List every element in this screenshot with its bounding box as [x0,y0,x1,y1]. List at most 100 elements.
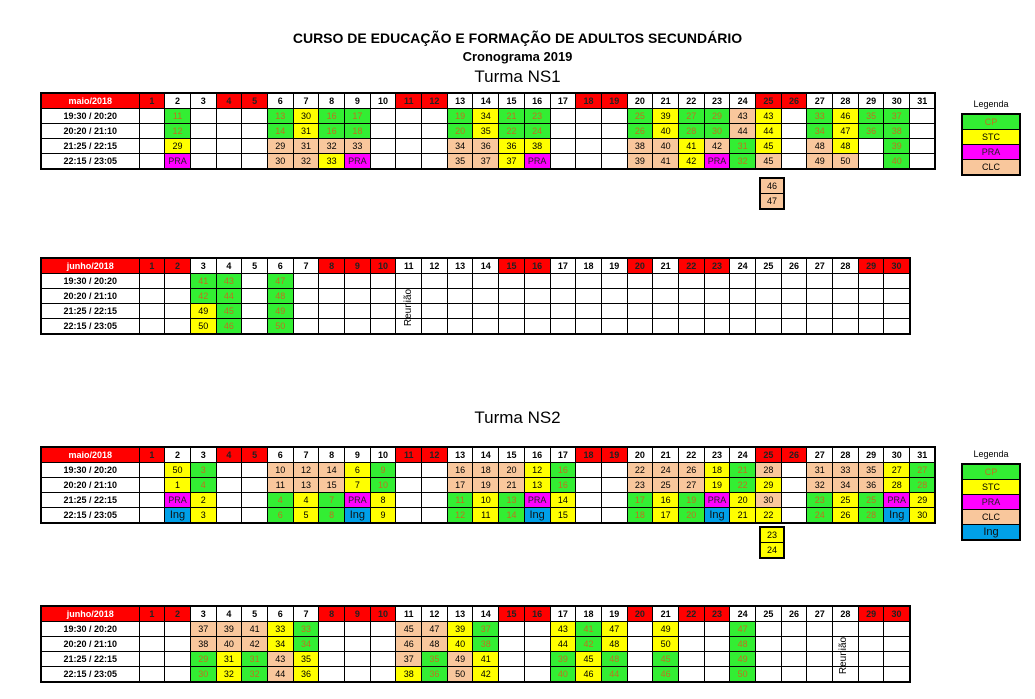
day-header: 3 [189,446,217,463]
schedule-cell: 42 [472,666,500,683]
schedule-cell: PRA [703,492,731,508]
schedule-cell [806,636,834,652]
schedule-cell [241,108,268,124]
legend-item: STC [961,479,1021,495]
table-row: 21:25 / 22:15 29 31 31 43 35 37 35 49 41 39 45 48 45 4… [40,651,911,667]
schedule-cell [292,303,320,319]
schedule-cell: 30 [755,492,782,508]
schedule-cell [138,492,166,508]
schedule-cell [344,621,371,637]
schedule-cell: 10 [472,492,500,508]
day-header: 1 [138,257,166,274]
schedule-cell [498,666,525,683]
schedule-cell [498,621,525,637]
schedule-cell [241,123,268,139]
schedule-cell: 28 [909,477,936,493]
schedule-cell: 46 [575,666,602,683]
schedule-cell [806,651,834,667]
schedule-cell [189,138,217,154]
schedule-cell [138,477,166,493]
schedule-cell: 13 [498,492,525,508]
day-header: 11 [395,446,423,463]
schedule-cell [318,666,345,683]
schedule-cell: 1 [164,477,191,493]
schedule-cell [600,303,628,319]
day-header: 23 [703,446,731,463]
extra-cell: 23 [759,526,785,543]
schedule-cell [575,303,602,319]
day-header: 8 [318,257,345,274]
day-header: 9 [344,92,371,109]
day-header: 16 [523,446,551,463]
day-header: 18 [575,605,602,622]
time-slot-label: 21:25 / 22:15 [40,138,140,154]
schedule-cell: 36 [857,477,885,493]
day-header: 27 [806,257,834,274]
day-header: 21 [652,446,679,463]
schedule-cell: 5 [292,507,320,524]
time-slot-label: 21:25 / 22:15 [40,651,140,667]
table-row: 19:30 / 20:20 37 39 41 33 33 45 47 39 37 43 41 47 49 4… [40,621,911,637]
day-header: 19 [600,257,628,274]
day-header: 30 [883,446,911,463]
schedule-ns2-junho: junho/2018 1 2 3 4 5 6 7 8 9 10 11 12 13 14 15 16 17 18 19 2… [40,605,911,683]
schedule-cell: Ing [883,507,911,524]
schedule-cell: 18 [472,462,500,478]
schedule-cell: 25 [626,108,654,124]
day-header: 19 [600,446,628,463]
day-header: 14 [472,446,500,463]
schedule-cell: 19 [703,477,731,493]
schedule-cell: 17 [446,477,474,493]
day-header: 5 [241,257,268,274]
schedule-cell: 24 [652,462,679,478]
day-header: 16 [523,605,551,622]
schedule-cell [215,507,243,524]
day-header: 26 [780,92,808,109]
schedule-cell [600,477,628,493]
schedule-cell: 45 [575,651,602,667]
schedule-cell [189,123,217,139]
schedule-cell [344,636,371,652]
day-header: 6 [266,605,294,622]
schedule-cell: 42 [241,636,268,652]
schedule-cell [755,651,782,667]
schedule-cell [138,288,166,304]
schedule-cell [883,288,911,304]
day-header: 12 [421,446,448,463]
schedule-cell [549,318,577,335]
schedule-cell [780,507,808,524]
schedule-cell: PRA [523,492,551,508]
schedule-cell: 7 [344,477,371,493]
schedule-cell: 35 [472,123,500,139]
schedule-cell: 12 [164,123,191,139]
schedule-cell [677,288,705,304]
day-header: 5 [241,605,268,622]
schedule-cell: 49 [729,651,756,667]
schedule-cell: 45 [755,138,782,154]
day-header: 20 [626,605,654,622]
schedule-cell [318,288,345,304]
legend-title: Legenda [973,449,1009,459]
schedule-cell: 47 [266,273,294,289]
schedule-ns1-junho: junho/2018 1 2 3 4 5 6 7 8 9 10 11 12 13 14 15 16 17 18 19 2… [40,257,911,335]
schedule-cell [703,288,731,304]
schedule-cell [523,666,551,683]
schedule-cell [523,303,551,319]
schedule-cell: 28 [883,477,911,493]
schedule-cell [575,153,602,170]
schedule-cell: Ing [523,507,551,524]
day-header: 1 [138,446,166,463]
schedule-cell [523,621,551,637]
schedule-cell: 32 [215,666,243,683]
schedule-cell [421,138,448,154]
schedule-cell [909,123,936,139]
schedule-cell [703,303,731,319]
schedule-cell: 15 [318,477,345,493]
schedule-cell [600,273,628,289]
schedule-cell: 40 [215,636,243,652]
schedule-cell [600,153,628,170]
schedule-cell: 31 [292,123,320,139]
table-row: 20:20 / 21:10 1 4 11 13 15 7 10 17 19 21 13 16 23 25 27… [40,477,936,493]
legend-item: CP [961,463,1021,480]
schedule-cell [369,666,397,683]
